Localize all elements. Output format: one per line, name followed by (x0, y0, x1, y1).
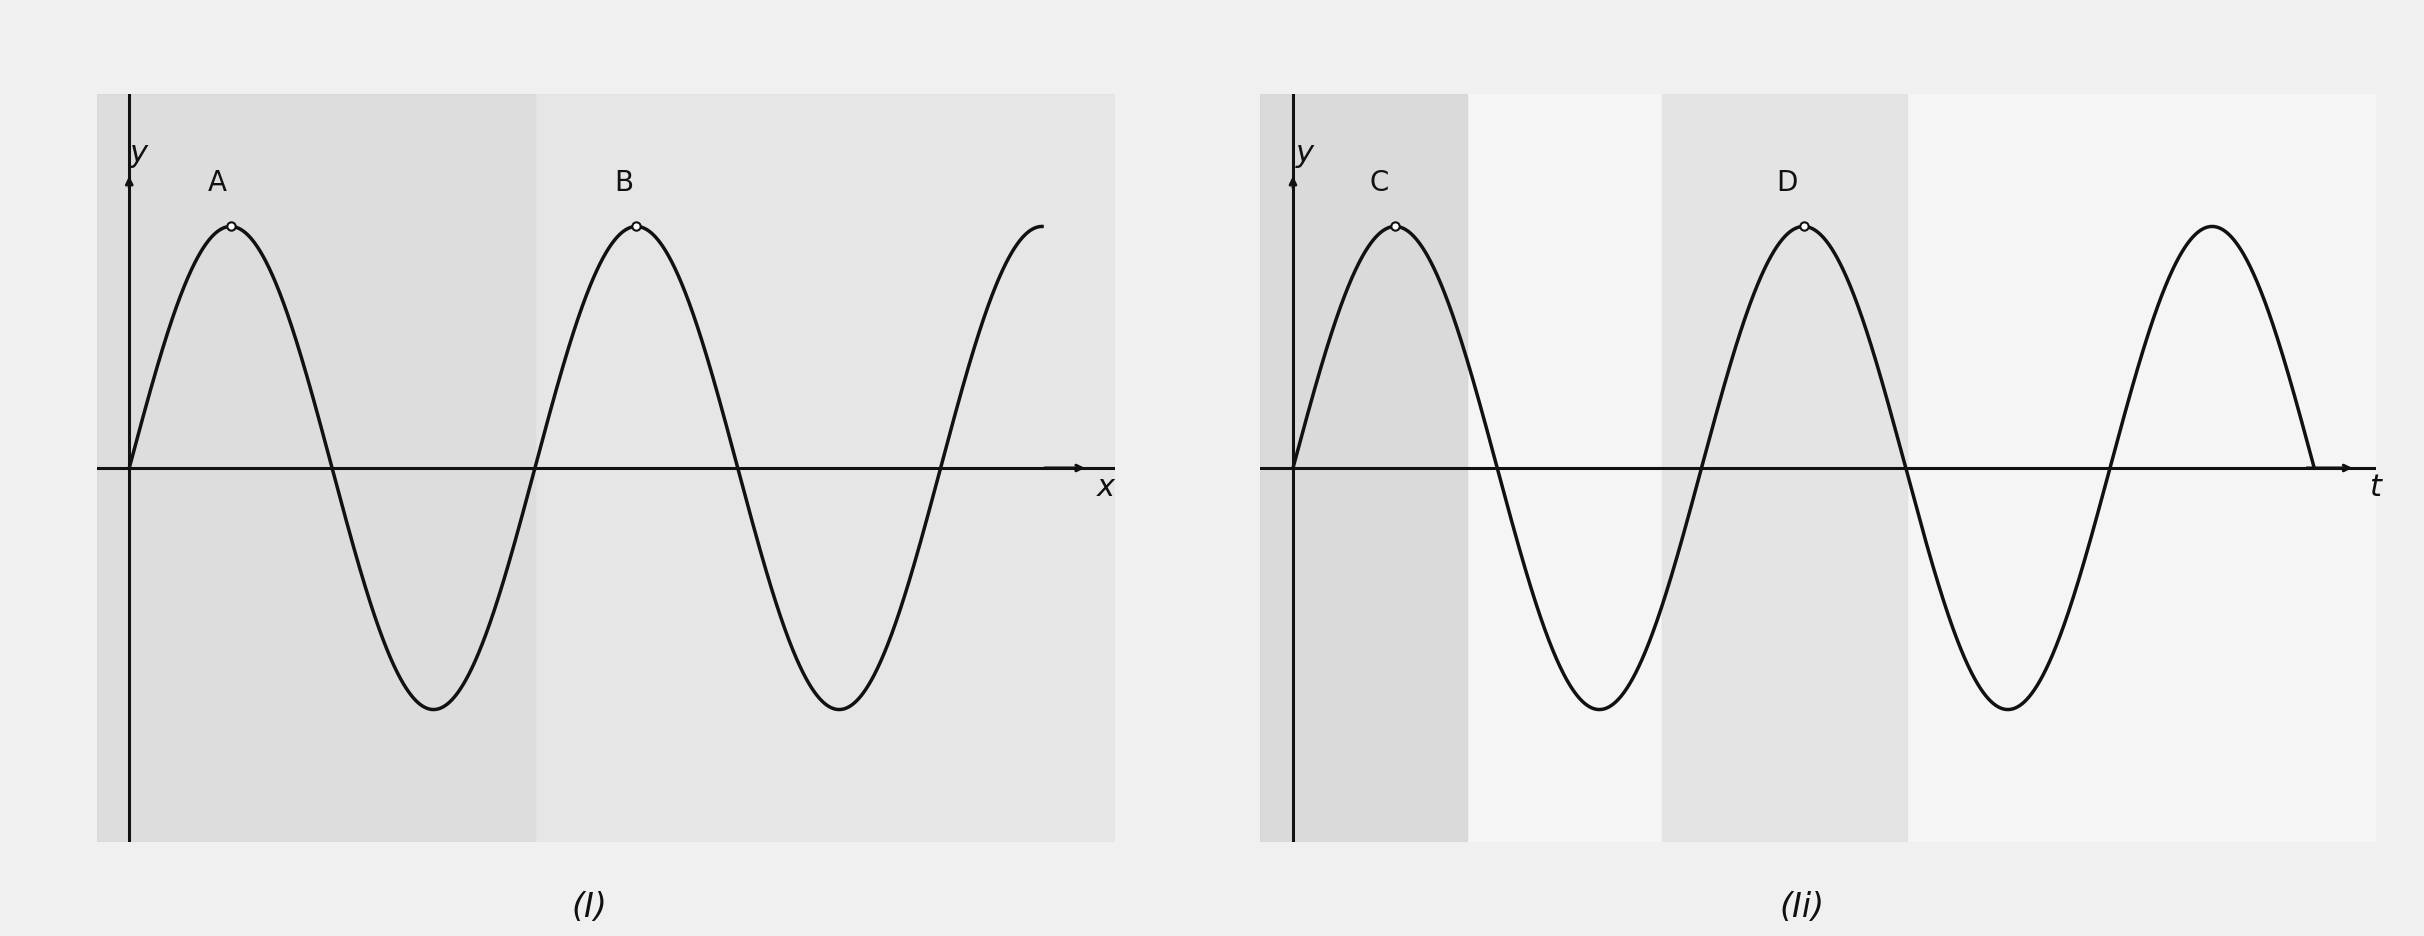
Text: B: B (613, 169, 633, 197)
Bar (1663, 94, 1908, 842)
Bar (97, 94, 536, 842)
Bar (1260, 94, 1467, 842)
Text: C: C (1370, 169, 1389, 197)
Bar (536, 94, 1115, 842)
Text: y: y (131, 139, 148, 168)
Text: (I): (I) (572, 891, 608, 924)
Text: A: A (208, 169, 228, 197)
Text: y: y (1297, 139, 1314, 168)
Text: D: D (1777, 169, 1799, 197)
Text: (Ii): (Ii) (1779, 891, 1825, 924)
Text: t: t (2371, 473, 2380, 502)
Text: x: x (1098, 473, 1115, 502)
